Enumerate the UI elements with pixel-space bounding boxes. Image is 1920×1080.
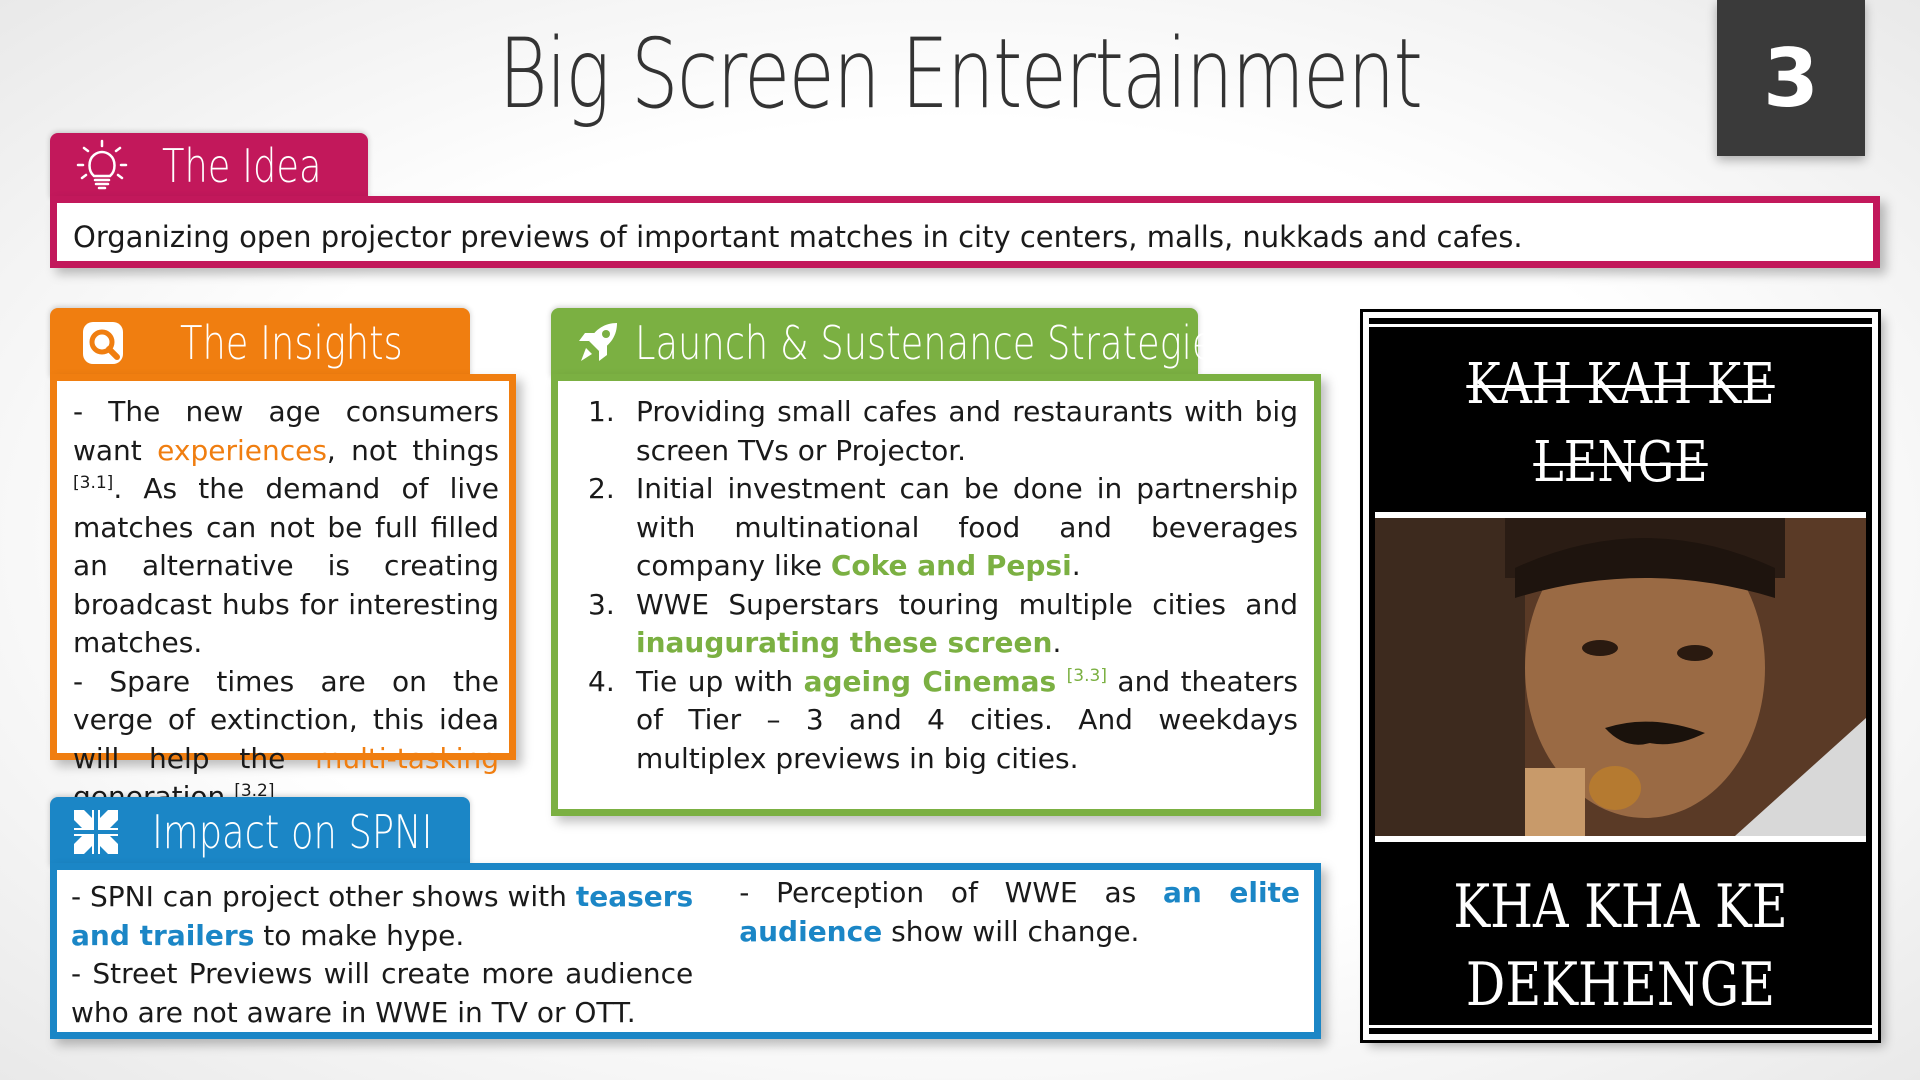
poster-top-text: KAH KAH KE LENGE	[1466, 352, 1775, 495]
rocket-icon	[571, 313, 623, 373]
launch-box: 1. Providing small cafes and restaurants…	[551, 374, 1321, 816]
idea-text: Organizing open projector previews of im…	[73, 220, 1523, 254]
idea-heading: The Idea	[162, 139, 322, 193]
launch-header: Launch & Sustenance Strategies	[551, 308, 1234, 378]
poster-bottom-text: KHA KHA KE DEKHENGE	[1453, 872, 1788, 1020]
idea-header: The Idea	[50, 133, 368, 199]
page-title: Big Screen Entertainment	[498, 18, 1423, 130]
magnifier-icon	[74, 313, 134, 373]
impact-header: Impact on SPNI	[50, 797, 470, 867]
impact-left-column: - SPNI can project other shows with teas…	[71, 880, 694, 1029]
poster-photo	[1375, 512, 1866, 842]
insights-header: The Insights	[50, 308, 470, 378]
highlight-multi-tasking: multi-tasking	[315, 741, 499, 775]
insights-paragraph-2: - Spare times are on the verge of extinc…	[73, 664, 499, 814]
insights-paragraph-1: - The new age consumers want experiences…	[73, 395, 499, 659]
list-item: 3. WWE Superstars touring multiple citie…	[588, 587, 1298, 660]
impact-box: - SPNI can project other shows with teas…	[50, 863, 1321, 1039]
reference-3-3: [3.3]	[1066, 665, 1107, 686]
highlight-elite-audience: an elite audience	[739, 876, 1300, 948]
highlight-coke-pepsi: Coke and Pepsi	[830, 549, 1072, 582]
insights-box: - The new age consumers want experiences…	[50, 374, 516, 813]
highlight-inaugurating: inaugurating these screen	[636, 626, 1053, 659]
lightbulb-icon	[72, 136, 132, 196]
highlight-ageing-cinemas: ageing Cinemas	[803, 664, 1057, 698]
reference-3-1: [3.1]	[73, 473, 114, 493]
strategy-list: 1. Providing small cafes and restaurants…	[572, 393, 1298, 778]
highlight-experiences: experiences	[157, 433, 327, 467]
list-item: 2. Initial investment can be done in par…	[588, 472, 1298, 582]
compress-arrows-icon	[70, 802, 122, 862]
meme-poster: KAH KAH KE LENGE KHA KHA KE DEKHENGE	[1360, 309, 1881, 1043]
highlight-teasers-trailers: teasers and trailers	[71, 880, 694, 952]
insights-heading: The Insights	[180, 316, 403, 370]
impact-right-column: - Perception of WWE as an elite audience…	[739, 876, 1300, 948]
reference-3-2: [3.2]	[234, 781, 275, 801]
launch-heading: Launch & Sustenance Strategies	[635, 316, 1234, 370]
idea-box: Organizing open projector previews of im…	[50, 196, 1880, 268]
impact-heading: Impact on SPNI	[152, 805, 433, 859]
page-number: 3	[1717, 0, 1865, 156]
list-item: 4. Tie up with ageing Cinemas [3.3] and …	[588, 664, 1298, 775]
list-item: 1. Providing small cafes and restaurants…	[588, 395, 1298, 467]
